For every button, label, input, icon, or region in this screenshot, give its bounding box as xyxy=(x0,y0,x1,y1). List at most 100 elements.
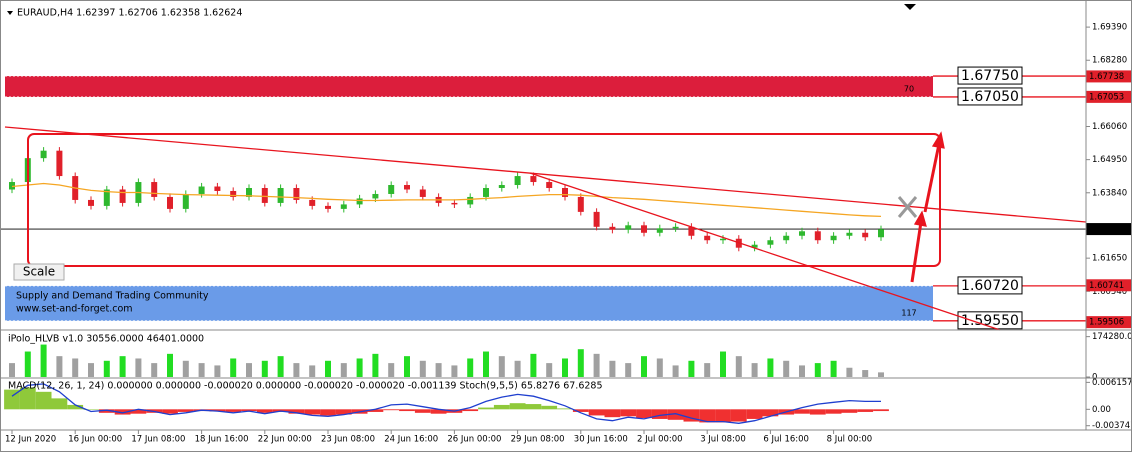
x-tick-label: 17 Jun 08:00 xyxy=(131,435,185,445)
macd-title: MACD(12, 26, 1, 24) 0.000000 0.000000 -0… xyxy=(8,381,603,392)
candle-body xyxy=(340,204,347,209)
candle-body xyxy=(198,186,205,194)
volume-bar xyxy=(198,363,205,377)
candle-body xyxy=(246,188,252,197)
macd-histogram-bar xyxy=(557,408,573,410)
candle-body xyxy=(704,235,711,241)
macd-histogram-bar xyxy=(857,409,874,412)
volume-bar xyxy=(182,360,189,377)
level-label: 1.59550 xyxy=(961,313,1019,329)
volume-bar xyxy=(309,365,316,377)
level-box xyxy=(957,87,1023,106)
candle-body xyxy=(720,238,726,241)
menu-triangle xyxy=(7,11,13,15)
volume-bar xyxy=(56,356,63,377)
scale-button[interactable] xyxy=(13,263,65,281)
candle-body xyxy=(577,196,584,212)
candle-body xyxy=(167,196,173,209)
candle-body xyxy=(625,225,632,230)
macd-histogram-bar xyxy=(320,409,336,416)
macd-histogram-bar xyxy=(794,409,810,414)
trend-line xyxy=(529,172,1001,331)
volume-bar xyxy=(546,363,553,377)
candle-body xyxy=(40,150,47,159)
macd-histogram-bar xyxy=(715,409,731,423)
macd-histogram-bar xyxy=(588,409,605,416)
volume-bar xyxy=(514,360,521,377)
price-tag xyxy=(1086,279,1132,292)
volume-bar xyxy=(356,358,363,377)
x-tick-label: 12 Jun 2020 xyxy=(5,435,56,445)
macd-histogram-bar xyxy=(509,403,526,410)
volume-bar xyxy=(72,358,79,377)
candle-body xyxy=(261,188,268,203)
x-tick-label: 18 Jun 16:00 xyxy=(195,435,249,445)
x-tick-label: 29 Jun 08:00 xyxy=(511,435,565,445)
macd-y-tick-label: 0.006157 xyxy=(1092,378,1132,388)
macd-histogram-bar xyxy=(162,409,178,414)
volume-bar xyxy=(799,365,805,377)
candle-body xyxy=(404,185,410,190)
candle-body xyxy=(688,226,695,236)
macd-histogram-bar xyxy=(762,409,779,417)
candle-body xyxy=(862,232,869,238)
candle-body xyxy=(799,231,805,236)
y-tick-label: 1.60540 xyxy=(1092,287,1127,297)
x-tick-label: 8 Jul 00:00 xyxy=(827,435,873,445)
candle-body xyxy=(530,176,537,183)
macd-histogram-bar xyxy=(746,409,763,419)
volume-bar xyxy=(720,351,726,377)
level-label: 1.67050 xyxy=(961,89,1019,105)
zone xyxy=(5,285,933,321)
candle-body xyxy=(514,176,521,186)
price-tag-label: 1.60741 xyxy=(1089,281,1124,291)
candle-body xyxy=(641,225,647,233)
x-tick-label: 30 Jun 16:00 xyxy=(574,435,628,445)
candle-body xyxy=(182,193,189,209)
volume-bar xyxy=(230,358,237,377)
volume-bar xyxy=(846,367,853,377)
volume-bar xyxy=(688,360,695,377)
candle-body xyxy=(814,231,821,241)
x-tick-label: 22 Jun 00:00 xyxy=(258,435,312,445)
x-tick-label: 16 Jun 00:00 xyxy=(68,435,122,445)
macd-histogram-bar xyxy=(241,409,257,412)
candle-body xyxy=(103,189,110,206)
macd-histogram-bar xyxy=(825,409,842,414)
macd-histogram-bar xyxy=(225,409,242,412)
macd-histogram-bar xyxy=(256,409,273,413)
candle-body xyxy=(830,235,837,241)
candle-body xyxy=(277,188,284,203)
volume-bar xyxy=(119,356,126,377)
macd-histogram-bar xyxy=(636,409,652,419)
volume-y-tick-label: 174280.05 xyxy=(1092,332,1132,342)
scale-button-label[interactable]: Scale xyxy=(23,265,55,279)
volume-bar xyxy=(609,360,616,377)
price-tag xyxy=(1086,90,1132,103)
current-price-label: 1.62624 xyxy=(1089,225,1124,235)
volume-bar xyxy=(277,356,284,377)
volume-bar xyxy=(562,358,568,377)
price-tag-label: 1.67738 xyxy=(1089,72,1124,82)
candle-body xyxy=(293,188,300,200)
candle-body xyxy=(214,186,221,191)
macd-histogram-bar xyxy=(98,409,115,413)
macd-histogram-bar xyxy=(493,404,510,410)
macd-histogram-bar xyxy=(304,409,321,415)
candle-body xyxy=(878,229,884,238)
candle-body xyxy=(419,189,426,197)
volume-bar xyxy=(862,370,869,377)
arrow-head xyxy=(913,210,927,227)
candle-body xyxy=(325,205,331,209)
macd-histogram-bar xyxy=(35,391,52,410)
macd-histogram-bar xyxy=(209,409,226,412)
chart-title: EURAUD,H4 1.62397 1.62706 1.62358 1.6262… xyxy=(17,8,242,19)
current-price-tag xyxy=(1086,223,1132,236)
volume-bar xyxy=(261,360,268,377)
macd-histogram-bar xyxy=(730,409,747,422)
macd-histogram-bar xyxy=(399,409,415,412)
y-tick-label: 1.63840 xyxy=(1092,188,1127,198)
x-tick-label: 23 Jun 08:00 xyxy=(321,435,375,445)
macd-histogram-bar xyxy=(288,409,305,414)
